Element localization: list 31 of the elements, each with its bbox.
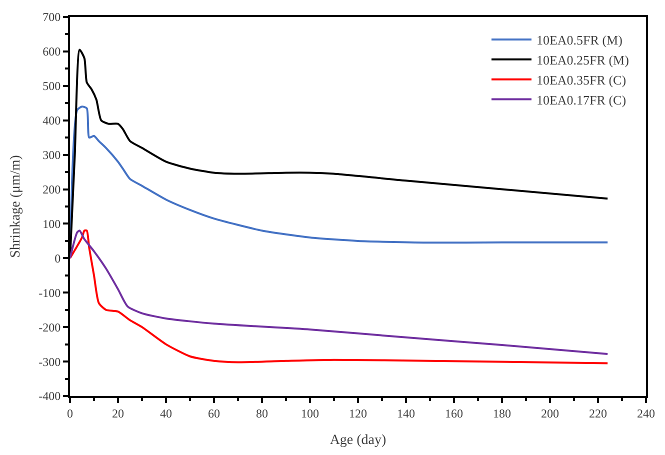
x-tick-label: 160 [445, 406, 463, 420]
y-tick-label: 200 [42, 182, 61, 196]
y-tick-label: -300 [38, 354, 61, 369]
x-tick-label: 0 [67, 406, 73, 420]
y-tick-label: 0 [54, 251, 61, 266]
x-tick-label: 120 [349, 406, 367, 420]
y-tick-label: -100 [38, 286, 61, 300]
x-tick-label: 180 [493, 406, 511, 420]
y-tick-label: 600 [42, 44, 61, 59]
x-tick-label: 60 [208, 406, 220, 420]
x-tick-label: 240 [637, 406, 655, 420]
x-tick-label: 80 [256, 406, 268, 420]
y-tick-label: 500 [42, 79, 61, 94]
x-axis-title: Age (day) [330, 433, 387, 448]
y-tick-label: -400 [38, 389, 61, 404]
legend-label: 10EA0.5FR (M) [536, 32, 622, 48]
x-tick-label: 140 [397, 406, 415, 420]
x-tick-label: 40 [160, 406, 172, 420]
x-tick-label: 220 [589, 406, 607, 420]
legend-label: 10EA0.35FR (C) [536, 72, 626, 88]
y-tick-label: 700 [42, 10, 61, 24]
y-axis-title: Shrinkage (μm/m) [8, 154, 24, 258]
x-tick-label: 100 [301, 406, 319, 420]
y-tick-label: 400 [42, 114, 61, 128]
legend-label: 10EA0.17FR (C) [536, 92, 626, 108]
x-tick-label: 200 [541, 406, 559, 420]
y-tick-label: 100 [42, 216, 61, 231]
y-tick-label: -200 [38, 320, 61, 334]
y-tick-label: 300 [42, 148, 61, 162]
x-tick-label: 20 [112, 406, 124, 420]
legend-label: 10EA0.25FR (M) [536, 52, 629, 68]
